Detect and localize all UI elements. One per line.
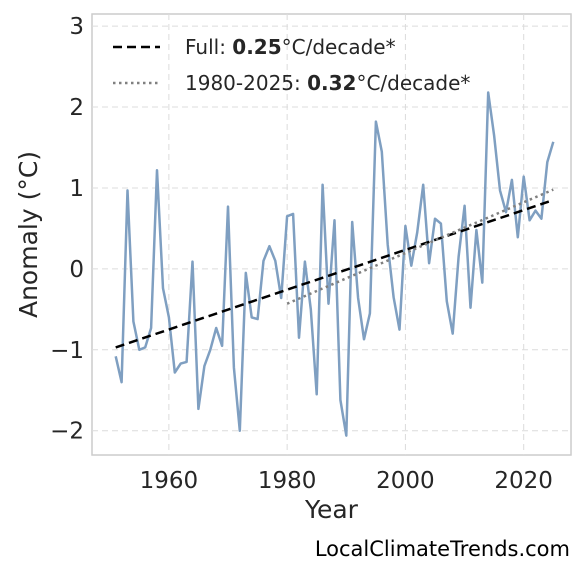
x-tick-label: 2020: [494, 468, 553, 494]
x-axis-label: Year: [304, 495, 359, 524]
series-line-solid: [114, 91, 555, 437]
legend-suffix: °C/decade*: [356, 71, 470, 95]
x-tick-label: 1980: [258, 468, 317, 494]
y-tick-label: −1: [50, 338, 84, 364]
legend-trend-value: 0.32: [307, 71, 356, 95]
y-tick-label: 2: [69, 95, 84, 121]
legend-prefix: 1980-2025:: [185, 71, 307, 95]
y-tick-label: −2: [50, 419, 84, 445]
series-line-dashed: [115, 198, 554, 349]
series-layer: [114, 91, 555, 437]
x-tick-labels: 1960 1980 2000 2020: [140, 468, 553, 494]
y-tick-label: 1: [69, 176, 84, 202]
y-axis-label: Anomaly (°C): [14, 151, 43, 318]
legend-trend-value: 0.25: [232, 35, 281, 59]
credit-text: LocalClimateTrends.com: [314, 537, 570, 561]
x-tick-label: 1960: [140, 468, 199, 494]
legend: Full: 0.25°C/decade*1980-2025: 0.32°C/de…: [113, 35, 470, 95]
y-tick-label: 3: [69, 14, 84, 40]
legend-label: 1980-2025: 0.32°C/decade*: [185, 71, 470, 95]
legend-label: Full: 0.25°C/decade*: [185, 35, 396, 59]
y-tick-label: 0: [69, 257, 84, 283]
legend-suffix: °C/decade*: [282, 35, 396, 59]
plot-area: [91, 13, 572, 456]
y-tick-labels: 3 2 1 0 −1 −2: [50, 14, 84, 445]
legend-prefix: Full:: [185, 35, 232, 59]
x-tick-label: 2000: [376, 468, 435, 494]
series-line-dotted: [286, 188, 554, 305]
